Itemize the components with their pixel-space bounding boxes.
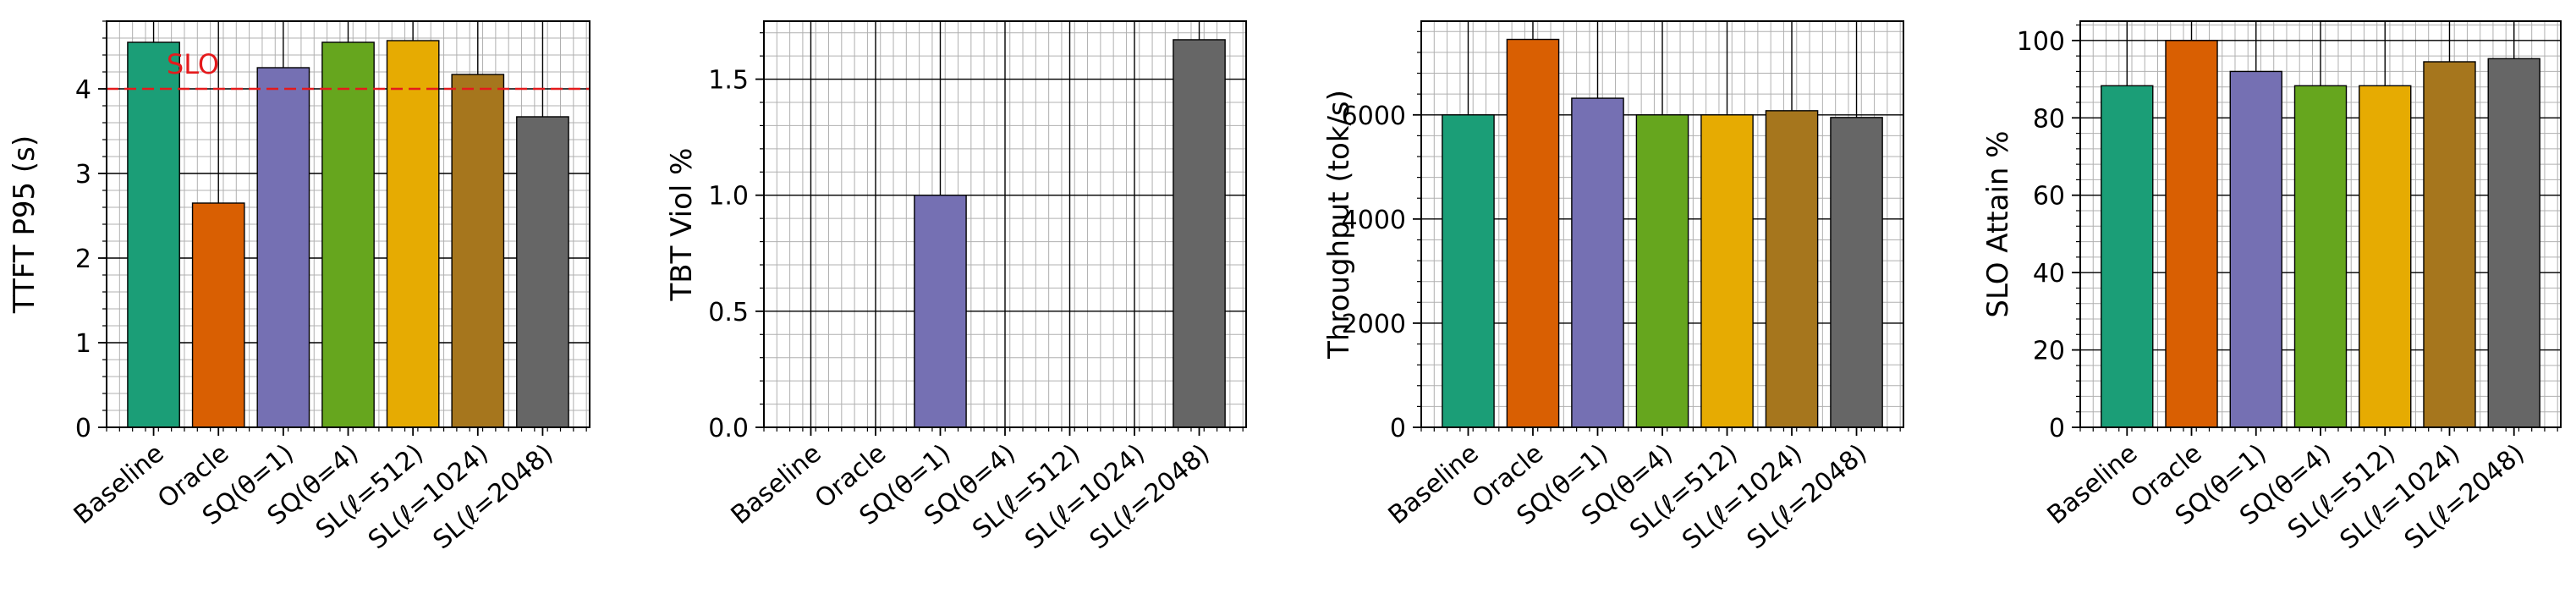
y-tick-label: 3 <box>75 160 91 190</box>
bar-SL(ℓ=1024) <box>451 74 505 428</box>
y-tick-label: 4000 <box>1342 206 1406 235</box>
chart-panel-3: 0200040006000BaselineOracleSQ(θ=1)SQ(θ=4… <box>1322 20 1904 555</box>
bar-Oracle <box>2165 40 2218 428</box>
bar-Baseline <box>2101 85 2154 428</box>
y-tick-label: 80 <box>2033 104 2065 134</box>
bar-Baseline <box>1442 114 1495 428</box>
chart-panel-2: 0.00.51.01.5BaselineOracleSQ(θ=1)SQ(θ=4)… <box>665 20 1247 555</box>
bar-SL(ℓ=2048) <box>516 116 569 428</box>
chart-panel-1: 01234SLOBaselineOracleSQ(θ=1)SQ(θ=4)SL(ℓ… <box>8 20 590 555</box>
bar-SQ(θ=4) <box>2293 85 2348 428</box>
y-tick-label: 100 <box>2017 27 2065 57</box>
chart-panel-4: 020406080100BaselineOracleSQ(θ=1)SQ(θ=4)… <box>1981 20 2562 555</box>
bar-SL(ℓ=512) <box>2359 85 2412 428</box>
bar-Oracle <box>191 202 245 428</box>
bar-SQ(θ=4) <box>321 41 375 428</box>
y-tick-label: 60 <box>2033 182 2065 212</box>
y-axis-label: TBT Viol % <box>665 148 699 302</box>
y-tick-label: 0 <box>75 414 91 443</box>
y-axis-label: SLO Attain % <box>1981 130 2015 317</box>
y-tick-label: 40 <box>2033 259 2065 289</box>
y-axis-label: Throughput (tok/s) <box>1322 90 1356 360</box>
y-tick-label: 0 <box>1390 414 1406 443</box>
y-tick-label: 1 <box>75 329 91 359</box>
y-tick-label: 20 <box>2033 337 2065 366</box>
axes-frame <box>106 20 590 428</box>
y-tick-label: 2 <box>75 245 91 274</box>
y-tick-label: 2000 <box>1342 310 1406 339</box>
bar-SL(ℓ=1024) <box>1765 110 1819 428</box>
bar-Baseline <box>127 41 180 428</box>
bar-Oracle <box>1506 38 1560 428</box>
y-tick-label: 4 <box>75 75 91 105</box>
x-tick-label: Baseline <box>2041 438 2143 531</box>
x-tick-label: Baseline <box>1383 438 1485 531</box>
bar-SL(ℓ=512) <box>1700 114 1754 428</box>
y-axis-label: TTFT P95 (s) <box>8 135 41 314</box>
bar-SQ(θ=1) <box>2229 70 2282 428</box>
bar-SL(ℓ=1024) <box>2423 61 2476 428</box>
x-tick-label: Baseline <box>726 438 827 531</box>
axes-frame <box>763 20 1247 428</box>
bar-SQ(θ=1) <box>256 67 310 428</box>
x-tick-label: Baseline <box>69 438 170 531</box>
axes-frame <box>2079 20 2562 428</box>
slo-label: SLO <box>167 48 219 80</box>
y-tick-label: 1.5 <box>708 66 749 96</box>
bar-SL(ℓ=2048) <box>1830 117 1883 428</box>
y-tick-label: 0 <box>2049 414 2065 443</box>
bar-SQ(θ=4) <box>1635 114 1689 428</box>
bar-SL(ℓ=2048) <box>2487 58 2540 428</box>
y-tick-label: 1.0 <box>708 182 749 212</box>
bar-SL(ℓ=2048) <box>1173 39 1226 428</box>
y-tick-label: 0.0 <box>708 414 749 443</box>
y-tick-label: 6000 <box>1342 102 1406 131</box>
bar-SL(ℓ=512) <box>386 40 440 428</box>
axes-frame <box>1420 20 1904 428</box>
bar-SQ(θ=1) <box>914 195 967 428</box>
bar-SQ(θ=1) <box>1571 97 1624 428</box>
y-tick-label: 0.5 <box>708 298 749 327</box>
